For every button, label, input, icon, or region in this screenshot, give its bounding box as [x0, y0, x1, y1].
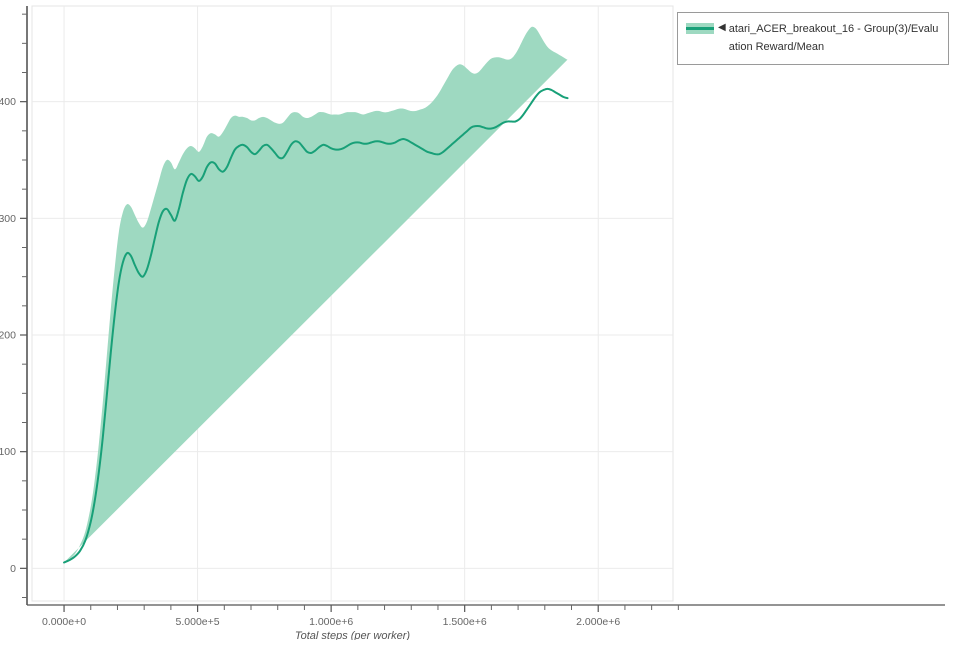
- x-tick-label: 5.000e+5: [176, 616, 220, 628]
- x-axis-ticks: 0.000e+0 5.000e+5 1.000e+6 1.500e+6 2.000e+6: [42, 605, 679, 628]
- y-tick-label: 300: [0, 213, 16, 225]
- legend-entry-label: atari_ACER_breakout_16 - Group(3)/Evalua…: [728, 23, 939, 53]
- x-tick-label: 1.500e+6: [443, 616, 487, 628]
- confidence-band: [64, 26, 568, 563]
- x-tick-label: 1.000e+6: [309, 616, 353, 628]
- y-tick-label: 200: [0, 330, 16, 342]
- y-axis-ticks: 0 100 200 300 400: [0, 13, 27, 598]
- series-group: [63, 26, 569, 564]
- y-tick-label: 100: [0, 446, 16, 458]
- legend-triangle-left-icon: ◀: [718, 22, 726, 33]
- x-tick-label: 0.000e+0: [42, 616, 86, 628]
- chart-legend[interactable]: ◀ atari_ACER_breakout_16 - Group(3)/Eval…: [677, 12, 949, 65]
- x-axis-title: Total steps (per worker): [295, 630, 410, 640]
- y-tick-label: 0: [10, 563, 16, 575]
- legend-color-swatch: [686, 21, 714, 35]
- x-tick-label: 2.000e+6: [576, 616, 620, 628]
- legend-entry[interactable]: ◀ atari_ACER_breakout_16 - Group(3)/Eval…: [686, 20, 940, 56]
- y-tick-label: 400: [0, 96, 16, 108]
- series-line-mean[interactable]: [63, 87, 569, 564]
